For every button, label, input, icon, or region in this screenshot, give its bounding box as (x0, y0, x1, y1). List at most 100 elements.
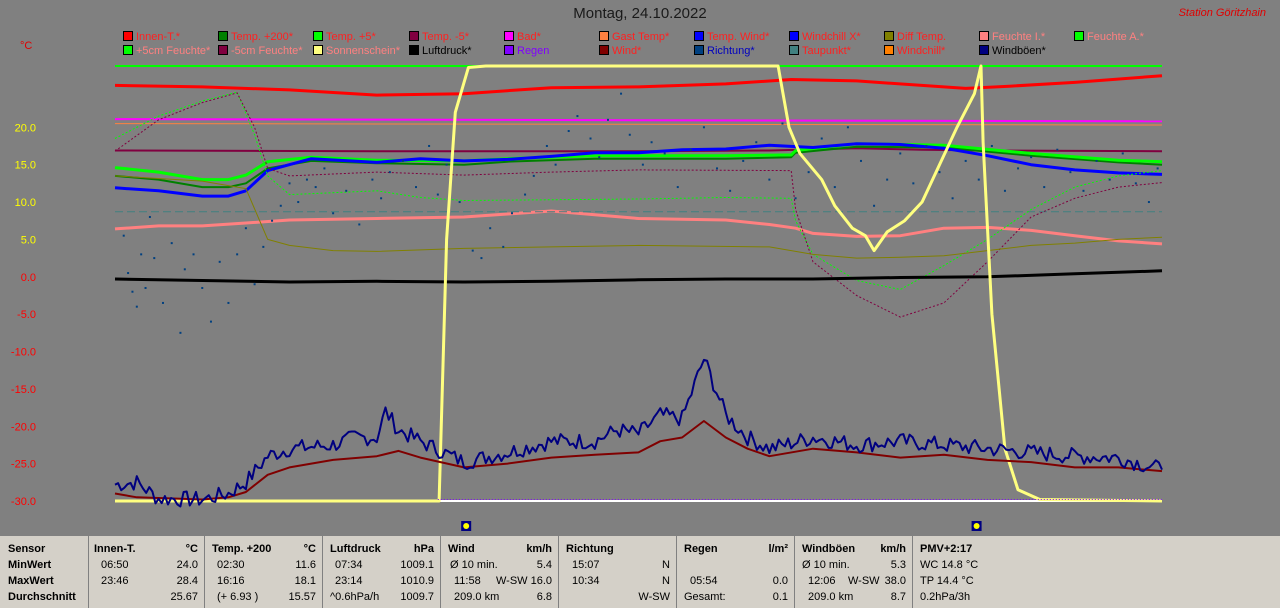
legend-label: Windböen* (992, 45, 1046, 57)
scatter-point (297, 201, 300, 204)
legend-label: Feuchte I.* (992, 31, 1046, 43)
scatter-point (288, 182, 291, 185)
legend-item: Wind* (599, 45, 641, 57)
scatter-point (192, 253, 195, 256)
legend-item: Feuchte A.* (1074, 31, 1144, 43)
legend-label: Temp. -5* (422, 31, 470, 43)
pmv-line2: TP 14.4 °C (920, 575, 974, 587)
innen-head: Innen-T. (94, 543, 136, 555)
richtung-avg-val: W-SW (638, 591, 670, 603)
wind-avg-extra: 209.0 km (454, 591, 500, 603)
scatter-point (140, 253, 143, 256)
scatter-point (1003, 189, 1006, 192)
legend-swatch (218, 45, 228, 55)
scatter-point (938, 171, 941, 174)
legend-swatch (504, 31, 514, 41)
y-tick-label: -30.0 (11, 496, 36, 508)
wind-unit: km/h (526, 543, 552, 555)
scatter-point (794, 197, 797, 200)
sensor-head: Sensor (8, 543, 46, 555)
richtung-max-val: N (662, 575, 670, 587)
legend-label: Luftdruck* (422, 45, 472, 57)
scatter-point (345, 189, 348, 192)
legend-item: Gast Temp* (599, 31, 669, 43)
scatter-point (371, 178, 374, 181)
temp200-min-time: 02:30 (217, 559, 245, 571)
y-tick-label: -20.0 (11, 421, 36, 433)
luftdruck-min-time: 07:34 (335, 559, 363, 571)
col-innen: Innen-T. °C 06:50 24.0 23:46 28.4 25.67 (89, 536, 205, 608)
min-label: MinWert (8, 559, 52, 571)
scatter-point (951, 197, 954, 200)
series-line-14 (114, 420, 1163, 501)
regen-head: Regen (684, 543, 718, 555)
scatter-point (380, 197, 383, 200)
scatter-point (388, 171, 391, 174)
scatter-point (990, 144, 993, 147)
col-richtung: Richtung 15:07 N 10:34 N W-SW (559, 536, 677, 608)
scatter-point (153, 257, 156, 260)
scatter-point (1056, 148, 1059, 151)
legend-label: Taupunkt* (802, 45, 851, 57)
col-windboeen: Windböen km/h Ø 10 min. 5.3 12:06 W-SW 3… (795, 536, 913, 608)
scatter-point (964, 159, 967, 162)
richtung-min-time: 15:07 (572, 559, 600, 571)
legend-item: Temp. +5* (313, 31, 376, 43)
legend-label: Richtung* (707, 45, 755, 57)
scatter-point (436, 193, 439, 196)
legend-swatch (599, 45, 609, 55)
wind-min-val: 5.4 (536, 559, 552, 571)
legend-label: Windchill X* (802, 31, 861, 43)
scatter-point (873, 204, 876, 207)
scatter-point (127, 272, 130, 275)
temp200-max-time: 16:16 (217, 575, 245, 587)
col-luftdruck: Luftdruck hPa 07:34 1009.1 23:14 1010.9 … (323, 536, 441, 608)
legend-swatch (884, 31, 894, 41)
scatter-point (1043, 186, 1046, 189)
luftdruck-min-val: 1009.1 (400, 559, 434, 571)
scatter-point (458, 201, 461, 204)
legend-label: Bad* (517, 31, 541, 43)
legend-label: Temp. +200* (231, 31, 294, 43)
series-line-15 (114, 358, 1163, 508)
scatter-point (183, 268, 186, 271)
innen-unit: °C (185, 543, 198, 555)
luftdruck-head: Luftdruck (330, 543, 381, 555)
col-regen: Regen l/m² 05:54 0.0 Gesamt: 0.1 (677, 536, 795, 608)
legend-swatch (218, 31, 228, 41)
wind-max-dir: W-SW (496, 575, 528, 587)
temp200-unit: °C (303, 543, 316, 555)
y-tick-label: 0.0 (21, 272, 36, 284)
luftdruck-max-val: 1010.9 (400, 575, 434, 587)
scatter-point (729, 189, 732, 192)
scatter-point (676, 186, 679, 189)
legend-swatch (979, 45, 989, 55)
scatter-point (1108, 178, 1111, 181)
scatter-point (480, 257, 483, 260)
scatter-point (170, 242, 173, 245)
legend-label: Wind* (612, 45, 642, 57)
scatter-point (598, 156, 601, 159)
temp200-max-val: 18.1 (294, 575, 316, 587)
scatter-point (663, 152, 666, 155)
scatter-point (428, 144, 431, 147)
legend-label: -5cm Feuchte* (231, 45, 303, 57)
windboeen-min-time: Ø 10 min. (802, 559, 850, 571)
scatter-point (1069, 171, 1072, 174)
legend-item: Sonnenschein* (313, 45, 400, 57)
legend-item: Windchill* (884, 45, 945, 57)
scatter-point (641, 163, 644, 166)
scatter-point (716, 167, 719, 170)
chart-legend: Innen-T.* Temp. +200* Temp. +5* Temp. -5* Ba… (0, 0, 1280, 60)
windboeen-max-time: 12:06 (808, 575, 836, 587)
scatter-point (253, 283, 256, 286)
legend-item: -5cm Feuchte* (218, 45, 303, 57)
wind-max-time: 11:58 (454, 575, 481, 587)
station-name: Station Göritzhain (1178, 7, 1266, 19)
legend-item: Feuchte I.* (979, 31, 1045, 43)
scatter-point (702, 126, 705, 129)
series-line-6 (114, 142, 1163, 198)
legend-label: Windchill* (897, 45, 946, 57)
y-tick-label: -15.0 (11, 384, 36, 396)
scatter-point (628, 133, 631, 136)
